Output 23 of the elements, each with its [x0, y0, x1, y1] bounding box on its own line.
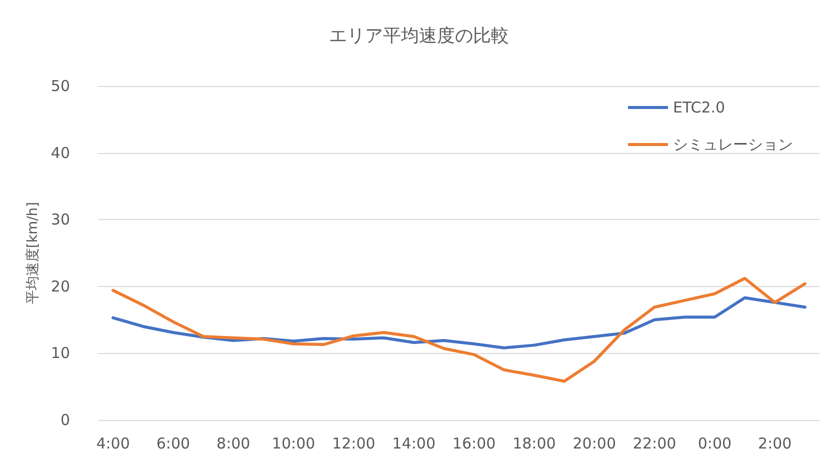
y-tick-label: 10: [50, 344, 70, 362]
x-tick-label: 14:00: [392, 434, 436, 452]
x-tick-label: 8:00: [216, 434, 250, 452]
y-tick-label: 0: [60, 411, 70, 429]
x-tick-label: 10:00: [272, 434, 316, 452]
x-tick-label: 22:00: [632, 434, 676, 452]
x-tick-label: 4:00: [96, 434, 130, 452]
x-tick-label: 6:00: [156, 434, 190, 452]
y-tick-label: 50: [50, 77, 70, 95]
y-axis-title: 平均速度[km/h]: [25, 202, 42, 304]
chart-title: エリア平均速度の比較: [329, 26, 509, 46]
x-tick-label: 18:00: [512, 434, 556, 452]
line-series: [112, 276, 806, 383]
x-tick-label: 12:00: [332, 434, 376, 452]
x-tick-label: 20:00: [572, 434, 616, 452]
legend-label: シミュレーション: [673, 136, 793, 154]
y-tick-label: 40: [50, 144, 70, 162]
x-tick-label: 16:00: [452, 434, 496, 452]
x-tick-label: 2:00: [758, 434, 792, 452]
x-tick-label: 0:00: [698, 434, 732, 452]
legend-label: ETC2.0: [673, 98, 726, 116]
y-tick-label: 20: [50, 277, 70, 296]
y-tick-label: 30: [50, 210, 70, 229]
